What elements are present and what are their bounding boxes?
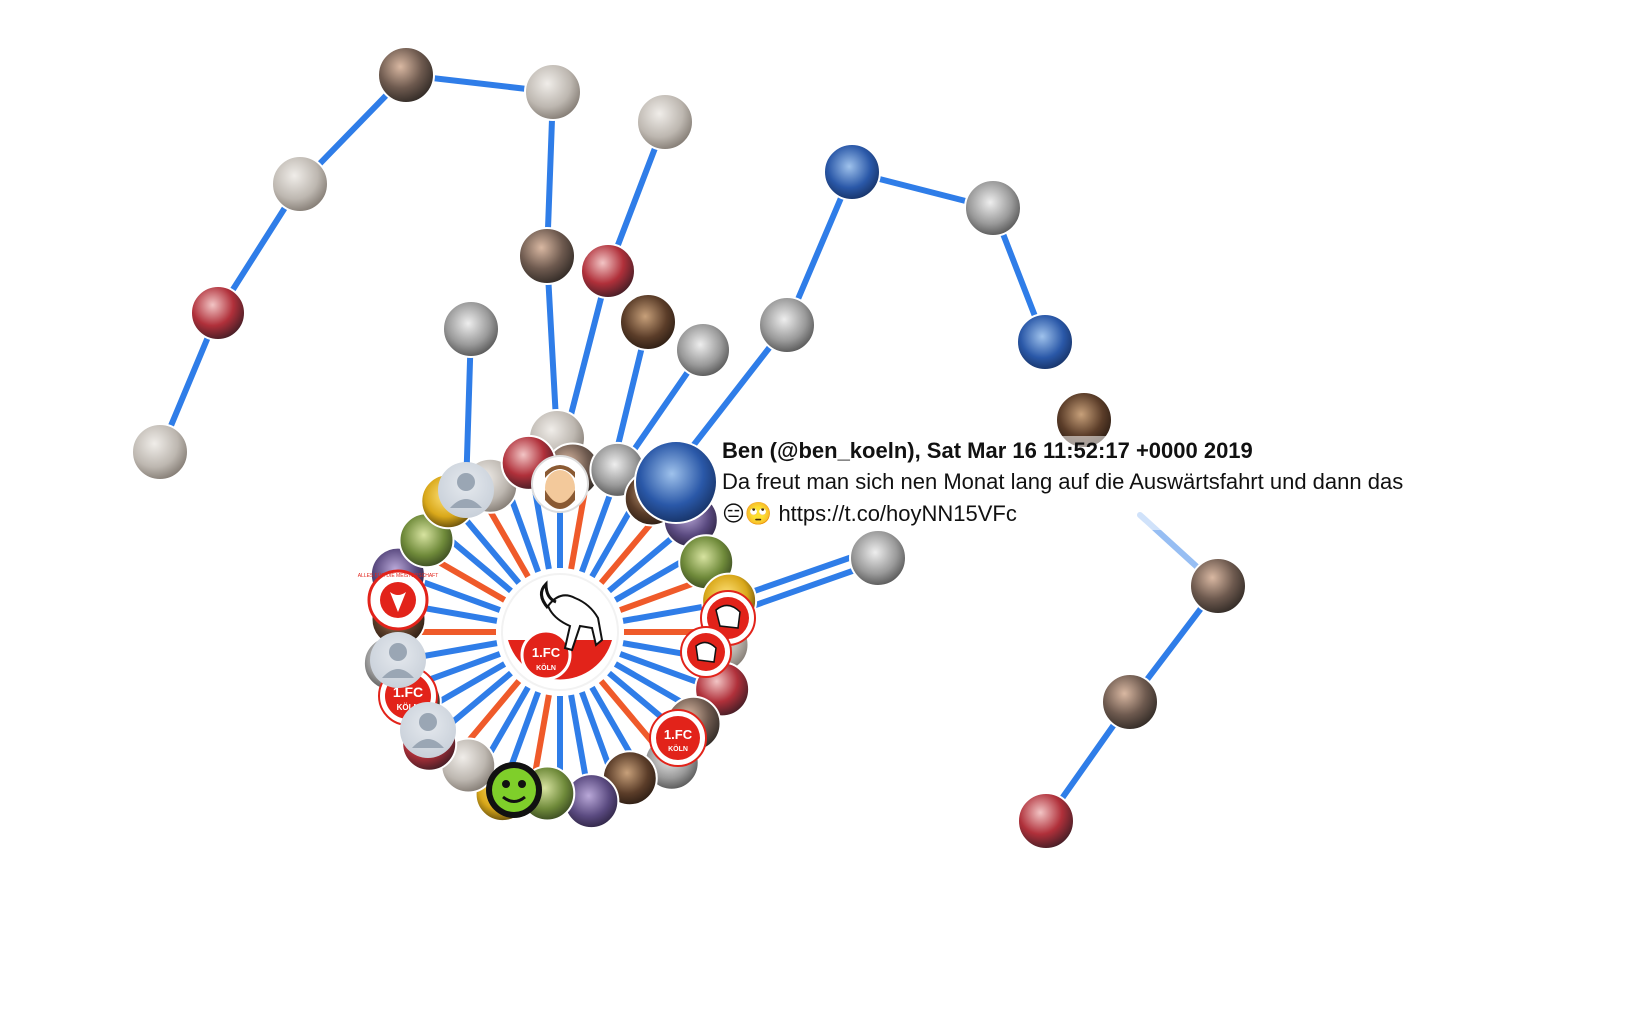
hub-1fc-koeln-logo[interactable]: 1.FC KÖLN bbox=[501, 573, 619, 691]
tweet-text-line1: Da freut man sich nen Monat lang auf die… bbox=[722, 469, 1404, 494]
badge-node-1fc[interactable]: 1.FC KÖLN bbox=[649, 709, 707, 767]
tweet-tooltip: Ben (@ben_koeln), Sat Mar 16 11:52:17 +0… bbox=[722, 436, 1542, 530]
hovered-user-node-ben[interactable] bbox=[634, 440, 718, 524]
hub-spoke bbox=[428, 661, 507, 710]
user-node-photo[interactable] bbox=[849, 529, 907, 587]
user-node-photo[interactable] bbox=[823, 143, 881, 201]
user-node-photo[interactable] bbox=[131, 423, 189, 481]
user-node-photo[interactable] bbox=[758, 296, 816, 354]
user-node-photo[interactable] bbox=[271, 155, 329, 213]
user-node-photo[interactable] bbox=[1189, 557, 1247, 615]
hub-spoke bbox=[613, 661, 692, 710]
user-nodes bbox=[131, 46, 1247, 850]
goat-icon bbox=[715, 604, 741, 629]
goat-horn-icon bbox=[540, 580, 557, 609]
user-node-photo[interactable] bbox=[518, 227, 576, 285]
user-node-photo[interactable] bbox=[1101, 673, 1159, 731]
user-node-photo[interactable] bbox=[190, 285, 246, 341]
hub-spoke bbox=[482, 685, 531, 764]
green-smiley-avatar-node[interactable] bbox=[486, 762, 542, 818]
user-node-photo[interactable] bbox=[442, 300, 500, 358]
goat-icon bbox=[546, 594, 604, 652]
hub-spoke bbox=[589, 685, 638, 764]
badge-node-goat[interactable] bbox=[680, 626, 732, 678]
default-avatar-node[interactable] bbox=[400, 702, 456, 758]
badge-node-meisterschaft[interactable]: ALLES FÜR DIE MEISTERSCHAFT bbox=[358, 569, 439, 631]
badge-sublabel: KÖLN bbox=[668, 744, 688, 753]
badge-ring-text: ALLES FÜR DIE MEISTERSCHAFT bbox=[358, 572, 439, 579]
hub-spoke bbox=[482, 500, 531, 579]
logo-sublabel: KÖLN bbox=[536, 663, 556, 672]
person-icon bbox=[419, 713, 437, 731]
user-node-photo[interactable] bbox=[580, 243, 636, 299]
badge-label: 1.FC bbox=[393, 684, 423, 700]
edge bbox=[562, 268, 611, 441]
person-icon bbox=[457, 473, 475, 491]
user-node-photo[interactable] bbox=[524, 63, 582, 121]
edge bbox=[544, 253, 560, 441]
person-icon bbox=[389, 643, 407, 661]
user-node-photo[interactable] bbox=[1016, 313, 1074, 371]
goat-head-icon bbox=[390, 592, 406, 612]
hub-spoke bbox=[589, 500, 638, 579]
hub-spoke bbox=[428, 554, 507, 603]
tweet-author-timestamp: Ben (@ben_koeln), Sat Mar 16 11:52:17 +0… bbox=[722, 438, 1253, 463]
badge-sublabel: KÖLN bbox=[397, 703, 420, 712]
logo-badge bbox=[520, 629, 572, 681]
user-node-photo[interactable] bbox=[636, 93, 694, 151]
emoji-beard-avatar-node[interactable] bbox=[531, 455, 589, 513]
user-node-photo[interactable] bbox=[619, 293, 677, 351]
badge-label: 1.FC bbox=[664, 727, 693, 742]
default-avatar-node[interactable] bbox=[370, 632, 426, 688]
user-node-photo[interactable] bbox=[1017, 792, 1075, 850]
user-node-photo[interactable] bbox=[377, 46, 435, 104]
default-avatar-node[interactable] bbox=[438, 462, 494, 518]
logo-label: 1.FC bbox=[532, 645, 561, 660]
tweet-text-line2: 😑🙄 https://t.co/hoyNN15VFc bbox=[722, 501, 1017, 526]
user-node-photo[interactable] bbox=[675, 322, 731, 378]
user-node-photo[interactable] bbox=[964, 179, 1022, 237]
hub-spoke bbox=[613, 554, 692, 603]
goat-icon bbox=[695, 641, 717, 663]
